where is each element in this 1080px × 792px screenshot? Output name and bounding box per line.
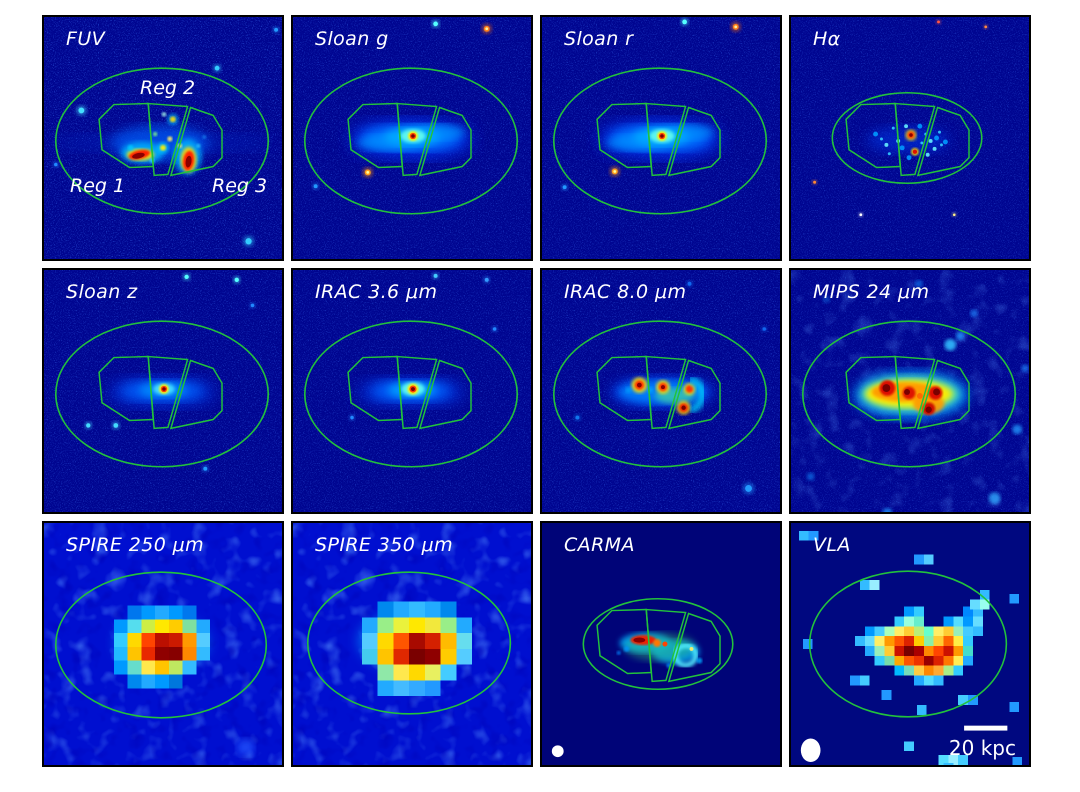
region-polygon-reg3 [667,106,721,177]
panel-label: IRAC 3.6 μm [315,281,438,303]
aperture-ellipse [553,67,768,215]
panel-grid: FUV Reg 2 Reg 1 Reg 3 Sloan g Sloan r Hα… [42,15,1031,767]
aperture-ellipse [304,320,519,468]
irac-8-0-sky-image [542,270,780,512]
panel-sloan-z: Sloan z [42,268,284,514]
aperture-ellipse [306,571,512,715]
aperture-ellipse [55,67,270,215]
region-3-label: Reg 3 [212,175,268,197]
region-polygon-reg3 [169,359,223,430]
panel-label: Sloan r [564,28,634,50]
panel-halpha: Hα [789,15,1031,261]
region-1-label: Reg 1 [70,175,126,197]
region-polygon-reg2 [645,102,687,177]
panel-spire-350: SPIRE 350 μm [291,521,533,767]
region-polygon-reg3 [418,359,472,430]
panel-vla: VLA 20 kpc [789,521,1031,767]
spire-250-sky-image [44,523,282,765]
halpha-sky-image [791,17,1029,259]
panel-label: Sloan z [66,281,138,303]
region-polygon-reg2 [147,102,189,177]
irac-3-6-sky-image [293,270,531,512]
panel-sloan-r: Sloan r [540,15,782,261]
region-polygon-reg3 [169,106,223,177]
region-polygon-reg3 [418,106,472,177]
region-2-label: Reg 2 [140,77,196,99]
region-polygon-reg2 [396,355,438,430]
beam-icon [800,738,821,763]
mips-24-sky-image [791,270,1029,512]
sloan-g-sky-image [293,17,531,259]
aperture-ellipse [304,67,519,215]
carma-sky-image [542,523,780,765]
aperture-ellipse [55,320,270,468]
panel-label: CARMA [564,534,635,556]
panel-label: FUV [66,28,106,50]
region-polygon-reg3 [916,106,970,177]
panel-irac-8-0: IRAC 8.0 μm [540,268,782,514]
region-polygon-reg2 [645,355,687,430]
region-polygon-reg2 [147,355,189,430]
aperture-ellipse [553,320,768,468]
panel-mips-24: MIPS 24 μm [789,268,1031,514]
panel-label: SPIRE 350 μm [315,534,454,556]
fuv-sky-image [44,17,282,259]
region-polygon-reg3 [667,612,721,683]
sloan-z-sky-image [44,270,282,512]
panel-label: IRAC 8.0 μm [564,281,687,303]
region-polygon-reg3 [667,359,721,430]
beam-icon [551,745,564,758]
aperture-ellipse [802,320,1017,468]
region-polygon-reg2 [396,102,438,177]
panel-label: VLA [813,534,851,556]
aperture-ellipse [831,91,983,185]
aperture-ellipse [55,571,268,719]
aperture-ellipse [582,597,734,691]
panel-irac-3-6: IRAC 3.6 μm [291,268,533,514]
scale-bar [964,725,1008,731]
region-polygon-reg2 [894,355,936,430]
aperture-ellipse [808,570,1008,718]
sloan-r-sky-image [542,17,780,259]
panel-label: Sloan g [315,28,389,50]
spire-350-sky-image [293,523,531,765]
panel-sloan-g: Sloan g [291,15,533,261]
panel-spire-250: SPIRE 250 μm [42,521,284,767]
vla-sky-image [791,523,1029,765]
panel-label: SPIRE 250 μm [66,534,205,556]
region-polygon-reg2 [894,102,936,177]
panel-carma: CARMA [540,521,782,767]
region-polygon-reg2 [645,608,687,683]
region-polygon-reg3 [916,359,970,430]
panel-label: MIPS 24 μm [813,281,930,303]
panel-label: Hα [813,28,841,50]
panel-fuv: FUV Reg 2 Reg 1 Reg 3 [42,15,284,261]
scale-bar-label: 20 kpc [948,736,1016,760]
